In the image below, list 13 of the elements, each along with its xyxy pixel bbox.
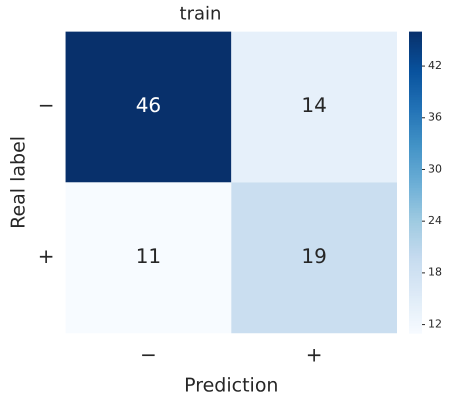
color-bar-label: 36	[428, 110, 442, 124]
chart-title: train	[180, 3, 222, 24]
color-bar-label: 30	[428, 162, 442, 176]
color-bar-label: 18	[428, 266, 442, 279]
color-bar-label: 42	[428, 58, 442, 72]
data-label: 19	[301, 244, 327, 268]
color-bar-label: 12	[428, 317, 442, 330]
data-label: 46	[136, 93, 162, 118]
color-bar-label: 24	[428, 214, 442, 228]
data-label: 14	[301, 93, 327, 118]
y-axis-title: Real label	[7, 136, 30, 229]
x-axis-title: Prediction	[184, 374, 278, 397]
data-label: 11	[136, 244, 162, 268]
